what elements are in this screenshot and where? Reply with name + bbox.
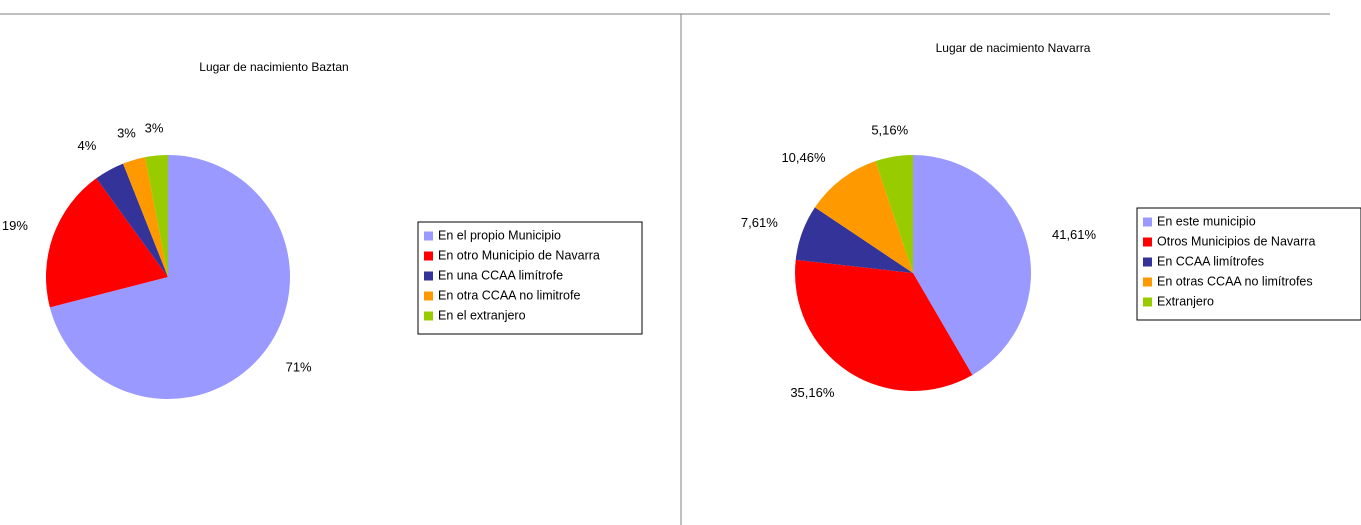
data-label: 5,16% xyxy=(871,122,908,137)
legend-label: Otros Municipios de Navarra xyxy=(1157,234,1315,248)
legend-swatch xyxy=(424,311,433,321)
legend-swatch xyxy=(1143,217,1152,227)
legend-label: En CCAA limítrofes xyxy=(1157,254,1264,268)
pie-slice xyxy=(49,155,290,399)
data-label: 19% xyxy=(2,218,28,233)
legend-swatch xyxy=(1143,257,1152,267)
legend-label: En este municipio xyxy=(1157,214,1256,228)
legend-box xyxy=(417,221,643,335)
data-label: 10,46% xyxy=(781,150,826,165)
data-label: 35,16% xyxy=(790,385,835,400)
legend-label: En una CCAA limítrofe xyxy=(438,268,563,282)
chart-title: Lugar de nacimiento Baztan xyxy=(199,60,348,74)
legend-label: En el propio Municipio xyxy=(438,228,561,242)
data-label: 7,61% xyxy=(741,215,778,230)
legend-label: En el extranjero xyxy=(438,308,526,322)
legend-swatch xyxy=(1143,297,1152,307)
data-label: 4% xyxy=(77,138,96,153)
legend-swatch xyxy=(424,251,433,261)
pie-slice xyxy=(145,155,168,277)
data-label: 41,61% xyxy=(1052,227,1097,242)
legend: En este municipio Otros Municipios de Nav… xyxy=(1136,207,1361,321)
pie-slice xyxy=(46,178,168,308)
pie-slice xyxy=(794,259,973,391)
pie-slice xyxy=(913,155,1031,375)
legend: En el propio Municipio En otro Municipio … xyxy=(417,221,643,335)
legend-label: En otra CCAA no limitrofe xyxy=(438,288,580,302)
legend-label: En otras CCAA no limítrofes xyxy=(1157,274,1313,288)
pie-slice xyxy=(814,161,913,273)
pie-slice xyxy=(795,207,913,273)
pie-slice xyxy=(123,157,168,277)
chart-title: Lugar de nacimiento Navarra xyxy=(936,41,1091,55)
legend-swatch xyxy=(1143,277,1152,287)
legend-swatch xyxy=(424,231,433,241)
data-label: 3% xyxy=(117,126,136,141)
legend-label: Extranjero xyxy=(1157,294,1214,308)
pie-slice xyxy=(875,155,913,273)
legend-swatch xyxy=(424,271,433,281)
legend-box xyxy=(1136,207,1361,321)
pie-slice xyxy=(96,163,168,277)
data-label: 3% xyxy=(145,120,164,135)
legend-label: En otro Municipio de Navarra xyxy=(438,248,600,262)
data-label: 71% xyxy=(286,360,312,375)
legend-swatch xyxy=(1143,237,1152,247)
legend-swatch xyxy=(424,291,433,301)
